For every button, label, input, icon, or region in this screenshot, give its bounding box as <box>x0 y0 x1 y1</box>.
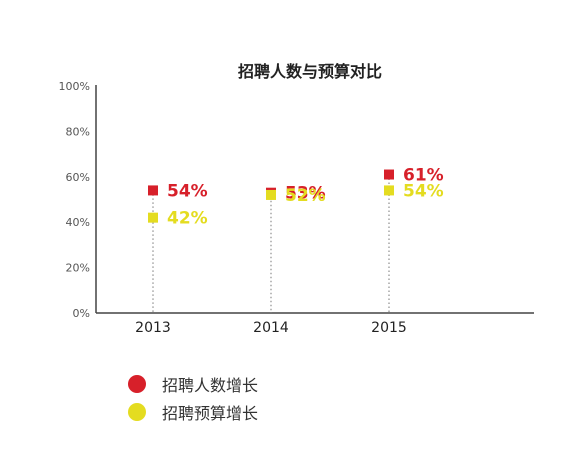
x-tick-label: 2015 <box>371 320 407 336</box>
legend-label-budget: 招聘预算增长 <box>162 404 259 423</box>
data-label: 54% <box>167 181 208 201</box>
legend-marker-budget <box>128 403 146 421</box>
data-point <box>266 189 276 200</box>
x-tick-label: 2014 <box>253 320 289 336</box>
y-tick-label: 60% <box>66 171 90 184</box>
legend: 招聘人数增长 招聘预算增长 <box>128 371 258 427</box>
y-tick-label: 100% <box>59 80 90 93</box>
data-point <box>148 185 158 196</box>
chart-title: 招聘人数与预算对比 <box>238 62 382 81</box>
y-axis-ticks: 0% 20% 40% 60% 80% 100% <box>59 80 90 320</box>
data-labels: 54% 53% 61% 42% 52% 54% <box>167 166 444 229</box>
data-label: 52% <box>285 186 326 206</box>
data-label: 53% <box>285 184 326 204</box>
y-tick-label: 40% <box>66 216 90 229</box>
data-point <box>384 185 394 196</box>
legend-marker-hires <box>128 375 146 393</box>
data-point <box>148 212 158 223</box>
y-tick-label: 0% <box>73 307 90 320</box>
data-label: 54% <box>403 181 444 201</box>
data-point <box>384 169 394 180</box>
y-tick-label: 80% <box>66 125 90 138</box>
legend-item-budget: 招聘预算增长 <box>128 399 258 425</box>
data-marks <box>148 169 394 223</box>
data-label: 42% <box>167 209 208 229</box>
legend-label-hires: 招聘人数增长 <box>162 376 259 395</box>
y-tick-label: 20% <box>66 262 90 275</box>
x-tick-label: 2013 <box>135 320 171 336</box>
drop-lines <box>152 174 390 313</box>
legend-item-hires: 招聘人数增长 <box>128 371 258 397</box>
data-label: 61% <box>403 166 444 186</box>
x-axis-ticks: 2013 2014 2015 <box>135 320 407 336</box>
